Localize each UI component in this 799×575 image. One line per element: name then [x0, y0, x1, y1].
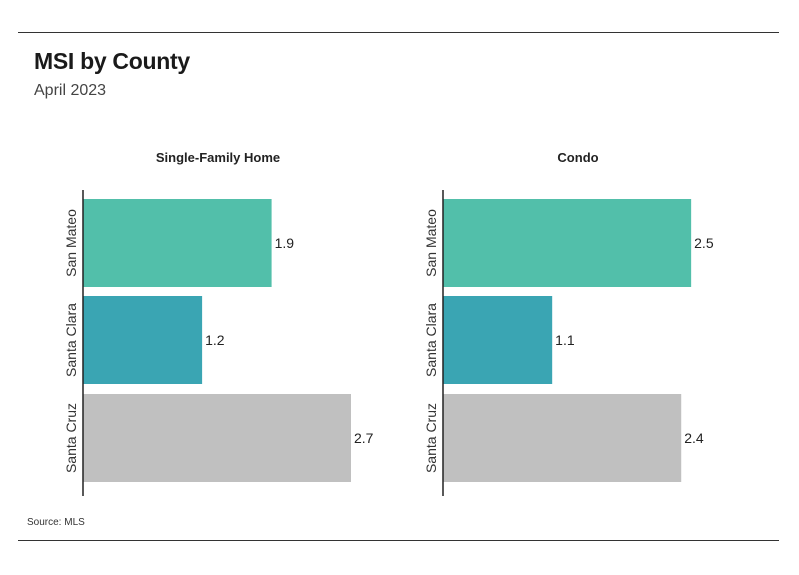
bottom-rule	[18, 540, 779, 541]
bar-santa-clara	[443, 296, 553, 384]
panel-title: Condo	[557, 150, 598, 165]
category-label: San Mateo	[423, 209, 439, 277]
chart-subtitle: April 2023	[34, 82, 107, 99]
bar-santa-cruz	[83, 394, 351, 482]
category-label: Santa Clara	[63, 303, 79, 377]
category-label: San Mateo	[63, 209, 79, 277]
category-label: Santa Cruz	[63, 403, 79, 473]
chart-title: MSI by County	[34, 48, 190, 74]
value-label: 2.7	[354, 430, 374, 446]
value-label: 1.9	[275, 235, 295, 251]
bar-san-mateo	[83, 199, 272, 287]
source-note: Source: MLS	[27, 517, 85, 528]
category-label: Santa Clara	[423, 303, 439, 377]
value-label: 1.1	[555, 332, 575, 348]
panel-title: Single-Family Home	[156, 150, 280, 165]
value-label: 1.2	[205, 332, 225, 348]
bar-santa-clara	[83, 296, 203, 384]
bar-san-mateo	[443, 199, 692, 287]
value-label: 2.4	[684, 430, 704, 446]
bar-santa-cruz	[443, 394, 682, 482]
category-label: Santa Cruz	[423, 403, 439, 473]
top-rule	[18, 32, 779, 33]
value-label: 2.5	[694, 235, 714, 251]
